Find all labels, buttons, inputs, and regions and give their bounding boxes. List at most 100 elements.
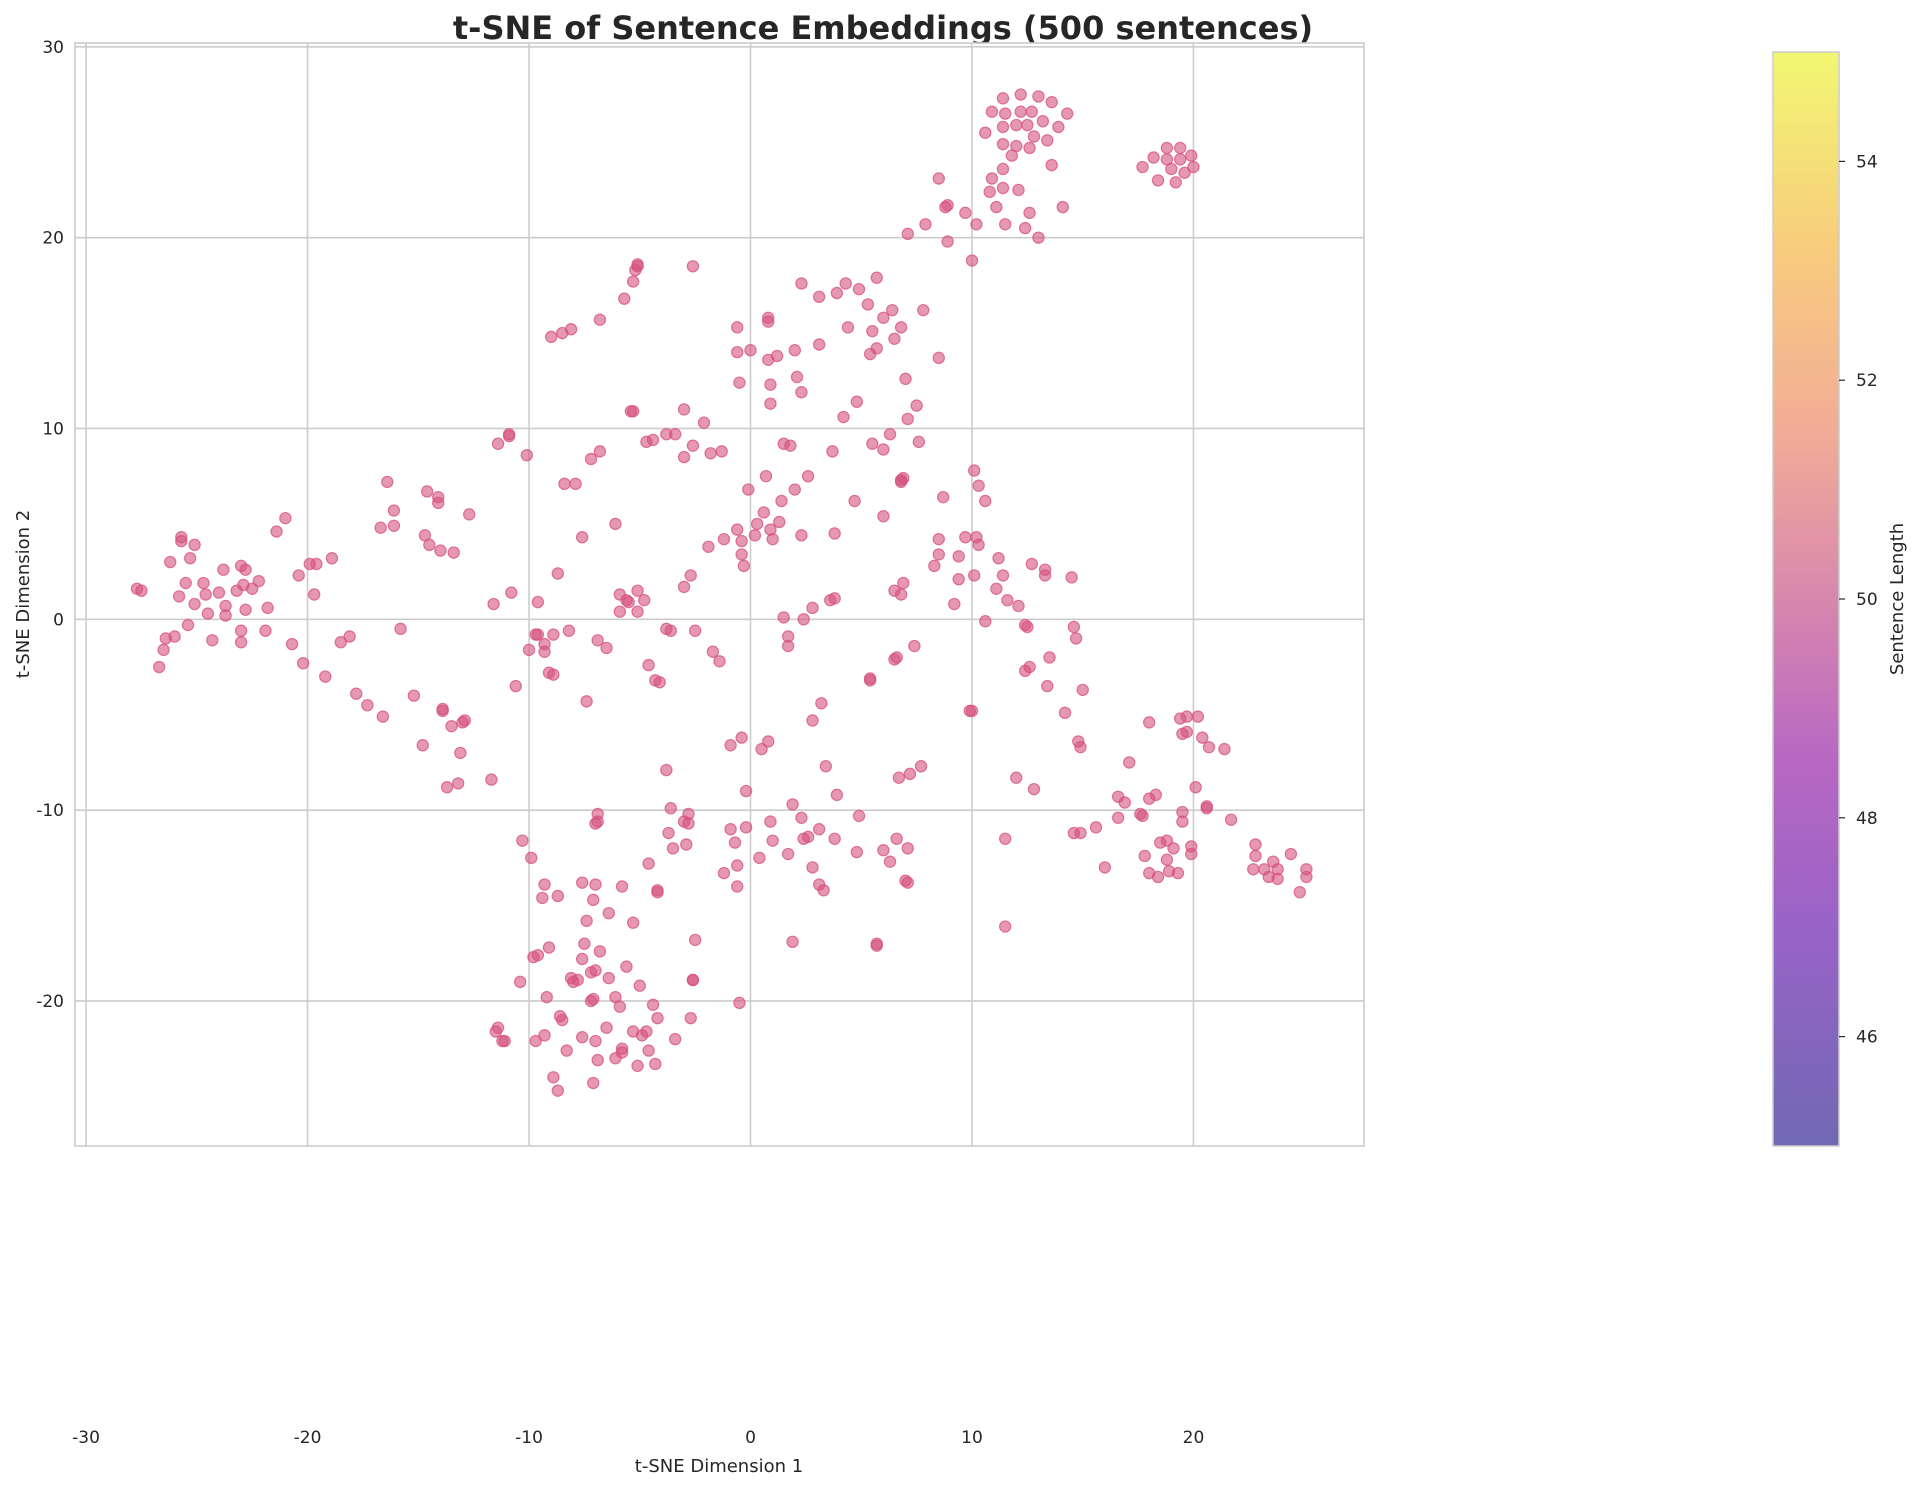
data-point	[635, 1029, 649, 1042]
data-point	[706, 645, 720, 658]
data-point	[932, 351, 945, 365]
data-point	[999, 218, 1012, 231]
data-point	[325, 552, 339, 565]
data-point	[591, 634, 604, 647]
data-point	[1171, 866, 1185, 880]
data-point	[1036, 115, 1050, 128]
data-point	[861, 298, 875, 311]
data-point	[839, 277, 852, 290]
data-point	[1247, 863, 1260, 876]
data-point	[684, 1011, 697, 1025]
data-point	[1167, 842, 1180, 855]
data-point	[770, 349, 784, 363]
data-point	[587, 992, 600, 1006]
data-point	[575, 952, 589, 966]
data-point	[1123, 756, 1136, 769]
colorbar-bar	[1772, 51, 1840, 1147]
data-point	[319, 670, 332, 683]
y-tick-label: 0	[53, 610, 64, 630]
data-point	[613, 1000, 627, 1013]
data-point	[212, 586, 226, 599]
data-point	[239, 603, 252, 616]
data-point	[1098, 861, 1112, 874]
data-point	[744, 344, 757, 357]
data-point	[897, 576, 910, 590]
x-tick-label: -30	[72, 1428, 100, 1448]
data-point	[1136, 160, 1149, 174]
data-point	[894, 588, 908, 601]
data-point	[664, 624, 677, 637]
data-point	[361, 698, 374, 712]
data-point	[795, 386, 808, 399]
data-point	[642, 1044, 655, 1057]
data-point	[990, 582, 1003, 595]
data-point	[1142, 716, 1156, 729]
data-point	[522, 643, 536, 657]
data-point	[1147, 151, 1160, 164]
data-point	[996, 92, 1010, 105]
data-point	[806, 601, 819, 615]
data-point	[593, 945, 607, 958]
data-point	[292, 569, 305, 582]
data-point	[1200, 802, 1213, 815]
data-point	[540, 990, 553, 1004]
data-point	[649, 1057, 662, 1071]
data-point	[941, 235, 954, 248]
colorbar-ticks: 46 48 50 52 54	[1839, 152, 1878, 1048]
data-point	[886, 303, 899, 317]
data-point	[850, 845, 864, 859]
data-point	[890, 832, 903, 845]
data-point	[901, 842, 914, 855]
data-point	[766, 834, 779, 847]
data-point	[786, 798, 799, 811]
data-point	[376, 710, 390, 723]
data-point	[1074, 826, 1087, 840]
data-point	[764, 397, 777, 410]
data-point	[1014, 105, 1027, 118]
data-point	[660, 763, 673, 777]
data-point	[759, 469, 773, 483]
data-point	[888, 653, 901, 666]
data-point	[516, 834, 529, 847]
data-point	[558, 477, 571, 491]
data-point	[901, 412, 914, 426]
x-tick-label: -10	[515, 1428, 543, 1448]
x-tick-label: 10	[961, 1428, 983, 1448]
data-point	[538, 878, 551, 891]
data-point	[1018, 664, 1032, 678]
data-point	[1136, 809, 1149, 823]
data-point	[795, 811, 808, 824]
data-point	[547, 1071, 560, 1084]
data-point	[996, 181, 1010, 195]
data-point	[591, 815, 604, 828]
data-point	[1191, 710, 1205, 723]
data-point	[445, 719, 458, 733]
data-point	[1010, 771, 1023, 784]
data-point	[1023, 141, 1036, 155]
data-point	[206, 634, 219, 647]
data-point	[175, 531, 188, 544]
data-point	[538, 645, 551, 658]
data-point	[509, 679, 522, 693]
data-point	[626, 916, 640, 929]
data-point	[1025, 105, 1038, 118]
data-point	[731, 859, 744, 872]
data-point	[420, 485, 434, 498]
data-point	[733, 376, 746, 389]
data-point	[279, 511, 292, 525]
data-point	[219, 609, 232, 622]
data-point	[622, 595, 635, 609]
data-point	[965, 704, 979, 718]
data-point	[1249, 838, 1262, 851]
data-point	[498, 1034, 511, 1048]
data-point	[739, 784, 753, 798]
data-point	[777, 611, 790, 624]
data-point	[485, 773, 498, 786]
data-point	[717, 532, 731, 546]
data-point	[1001, 594, 1014, 607]
data-point	[817, 884, 830, 897]
data-point	[1165, 162, 1178, 176]
data-point	[1038, 569, 1052, 582]
data-point	[967, 464, 981, 477]
